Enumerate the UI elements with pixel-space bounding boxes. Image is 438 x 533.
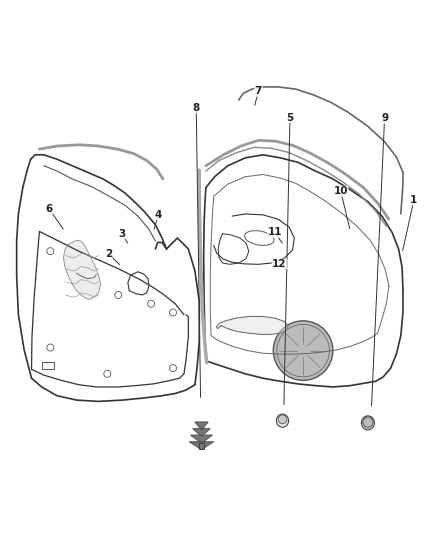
Text: 3: 3 <box>118 229 125 239</box>
Polygon shape <box>216 317 288 334</box>
Circle shape <box>273 321 333 381</box>
Text: 9: 9 <box>381 114 388 124</box>
Bar <box>42 361 54 369</box>
Polygon shape <box>191 435 212 443</box>
Text: 11: 11 <box>268 228 283 237</box>
Polygon shape <box>64 240 101 300</box>
Circle shape <box>278 415 287 424</box>
Polygon shape <box>195 422 208 430</box>
Text: 4: 4 <box>155 210 162 220</box>
Polygon shape <box>189 442 214 449</box>
Text: 10: 10 <box>333 186 348 196</box>
Text: 8: 8 <box>193 103 200 113</box>
Ellipse shape <box>276 414 289 427</box>
Text: 12: 12 <box>272 260 287 269</box>
Text: 2: 2 <box>105 249 112 259</box>
Text: 6: 6 <box>46 204 53 214</box>
Text: 1: 1 <box>410 195 417 205</box>
Polygon shape <box>193 429 210 437</box>
Text: 5: 5 <box>286 112 293 123</box>
Ellipse shape <box>361 416 374 430</box>
Text: 7: 7 <box>255 86 262 96</box>
Circle shape <box>363 417 373 427</box>
